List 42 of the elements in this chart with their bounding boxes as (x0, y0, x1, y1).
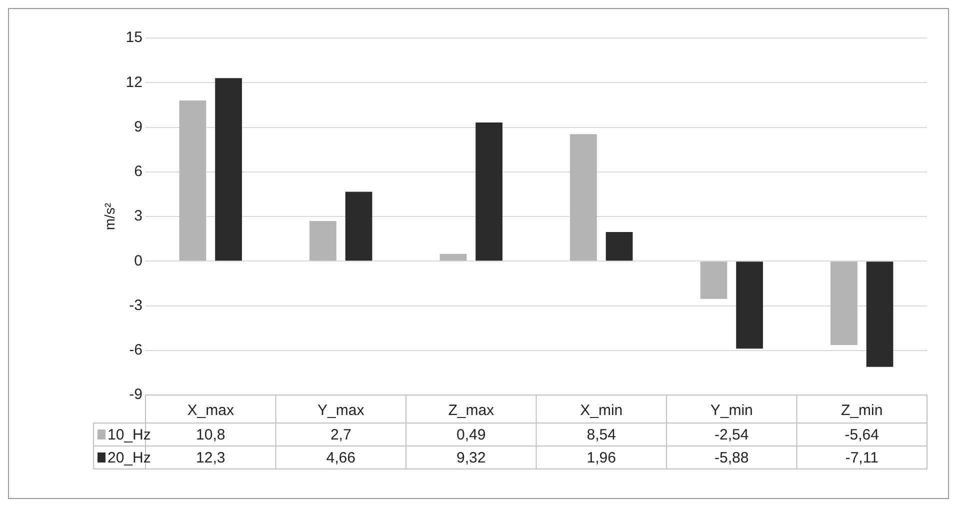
y-tick-label: 15 (126, 29, 142, 46)
y-tick-label: -6 (129, 342, 142, 359)
x-tick-label: Y_min (710, 402, 753, 420)
bar (866, 262, 894, 367)
y-tick-label: 0 (134, 252, 142, 270)
y-tick-label: 3 (134, 208, 142, 225)
data-label: -5,64 (844, 426, 879, 444)
data-label: 9,32 (456, 450, 486, 467)
y-tick-label: -9 (129, 386, 142, 404)
data-label: -7,11 (845, 450, 878, 467)
bar (606, 232, 633, 261)
data-label: 10,8 (196, 426, 226, 444)
data-label: 0,49 (456, 426, 486, 444)
x-tick-label: X_max (187, 402, 234, 420)
bar (830, 262, 858, 346)
y-tick-label: 9 (134, 118, 142, 136)
data-label: 8,54 (586, 426, 616, 444)
y-tick-label: 12 (126, 74, 142, 91)
data-label: 12,3 (196, 450, 226, 467)
y-tick-label: 6 (134, 163, 142, 180)
x-tick-label: Y_max (318, 402, 365, 420)
bar (570, 134, 597, 261)
bar (215, 78, 242, 261)
x-tick-label: Z_min (841, 402, 883, 420)
data-label: 2,7 (330, 426, 352, 444)
bar (736, 262, 763, 349)
y-tick-label: -3 (129, 296, 142, 314)
bar (700, 262, 728, 299)
x-tick-label: X_min (580, 402, 623, 420)
bar (476, 122, 502, 261)
data-label: -5,88 (714, 450, 749, 467)
bar (179, 100, 206, 261)
legend-label: 20_Hz (107, 450, 151, 467)
data-label: -2,54 (714, 426, 749, 444)
data-label: 1,96 (586, 450, 616, 467)
bar (310, 220, 336, 261)
bar (345, 192, 372, 261)
data-label: 4,66 (326, 450, 356, 467)
bar (440, 254, 467, 261)
legend-label: 10_Hz (107, 426, 151, 444)
y-axis-title: m/s² (101, 202, 118, 230)
x-tick-label: Z_max (448, 402, 495, 420)
